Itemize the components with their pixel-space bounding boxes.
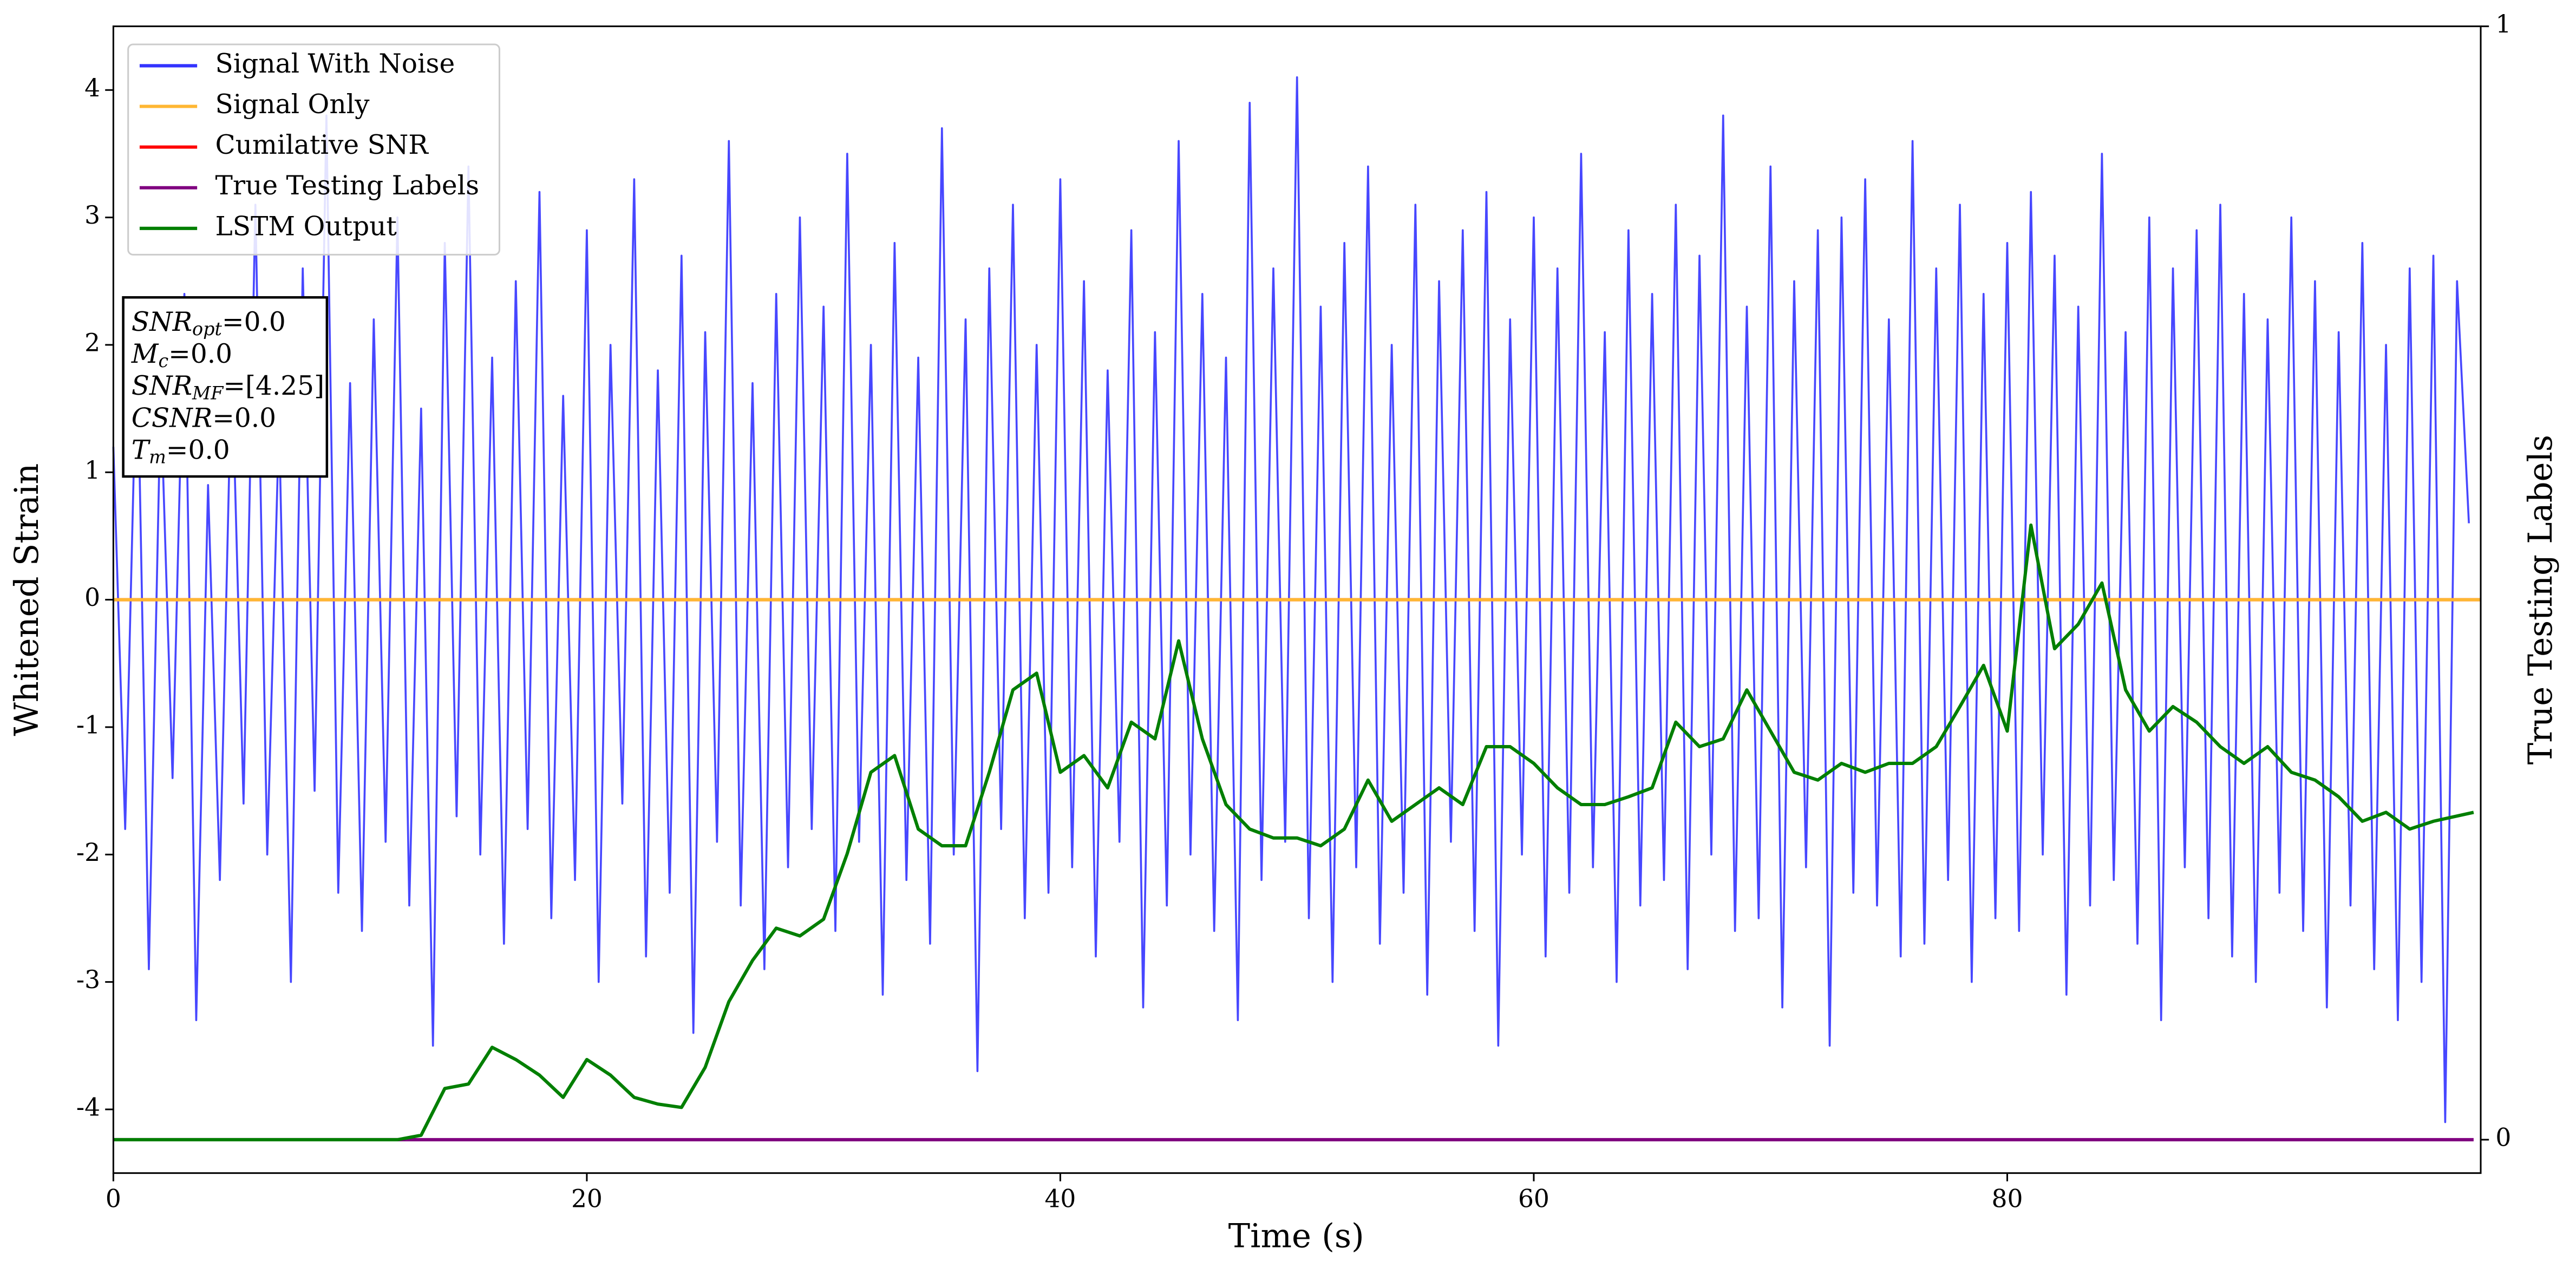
annotation-sub: c (158, 350, 168, 371)
annotation-sub: MF (192, 382, 224, 403)
annotation-line: Mc=0.0 (131, 339, 232, 372)
legend-label: Signal With Noise (215, 49, 455, 79)
legend-box (127, 43, 500, 256)
y-axis-label: Whitened Strain (8, 463, 46, 736)
x-tick-label: 80 (1992, 1185, 2023, 1213)
y-tick-label: 4 (84, 74, 100, 102)
plot-area (112, 76, 2481, 1141)
annotation-line: CSNR=0.0 (132, 403, 276, 433)
annotation-line: Tm=0.0 (132, 435, 230, 468)
annotation-box (122, 296, 329, 478)
y-tick-label: 3 (84, 201, 100, 230)
annotation-sub: m (149, 447, 166, 468)
annotation-text: =0.0 (168, 339, 232, 369)
annotation-line: SNRMF=[4.25] (132, 371, 324, 404)
annotation-symbol: T (132, 435, 151, 465)
annotation-symbol: SNR (132, 371, 192, 401)
legend-label: Signal Only (215, 89, 370, 120)
legend: Signal With Noise Signal Only Cumilative S… (127, 43, 500, 256)
y-tick-label: -2 (76, 838, 100, 867)
series-line (112, 76, 2470, 1123)
y-tick-label: 1 (84, 456, 100, 485)
annotation: SNRopt=0.0Mc=0.0SNRMF=[4.25]CSNR=0.0Tm=0… (122, 296, 329, 478)
x-tick-label: 60 (1518, 1185, 1549, 1213)
annotation-line: SNRopt=0.0 (132, 306, 286, 339)
annotation-symbol: SNR (132, 306, 192, 337)
y-tick-label: -1 (76, 710, 100, 739)
annotation-symbol: M (131, 339, 159, 369)
annotation-text: =0.0 (222, 306, 286, 337)
y2-tick-label: 1 (2495, 10, 2511, 38)
annotation-text: =0.0 (212, 403, 276, 433)
annotation-text: =[4.25] (223, 371, 324, 401)
annotation-sub: opt (192, 318, 222, 339)
annotation-text: =0.0 (166, 435, 230, 465)
x-tick-label: 0 (106, 1185, 121, 1213)
annotation-symbol: CSNR (132, 403, 212, 433)
x-axis-label: Time (s) (1228, 1218, 1364, 1256)
y2-tick-label: 0 (2495, 1123, 2511, 1152)
x-tick-label: 40 (1044, 1185, 1076, 1213)
legend-label: Cumilative SNR (215, 130, 429, 160)
series-line (113, 523, 2474, 1141)
legend-label: LSTM Output (215, 211, 397, 241)
x-tick-label: 20 (571, 1185, 603, 1213)
y-tick-label: 2 (84, 328, 100, 357)
y-tick-label: -4 (76, 1093, 100, 1121)
y-tick-label: -3 (76, 965, 100, 994)
legend-label: True Testing Labels (215, 171, 480, 201)
y-tick-label: 0 (84, 583, 100, 612)
y2-axis-label: True Testing Labels (2522, 435, 2560, 765)
